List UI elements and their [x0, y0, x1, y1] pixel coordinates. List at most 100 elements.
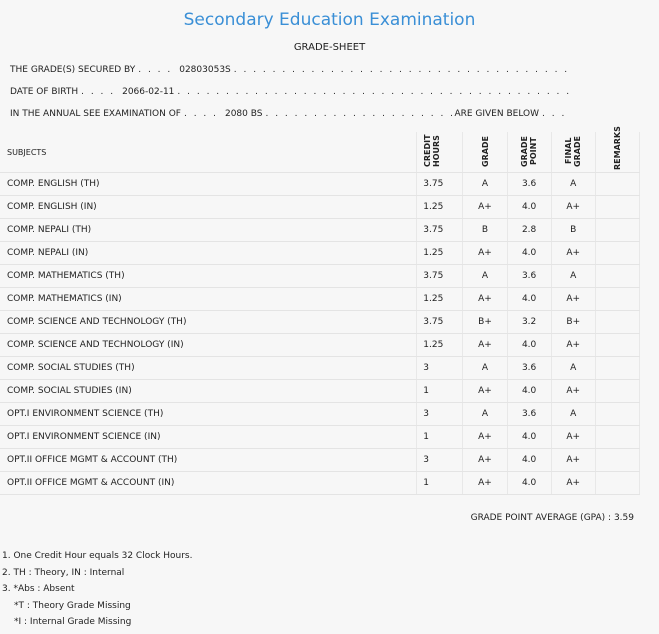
- table-row: OPT.II OFFICE MGMT & ACCOUNT (IN) 1 A+ 4.0 A…: [0, 471, 641, 495]
- info-label: IN THE ANNUAL SEE EXAMINATION OF: [10, 109, 181, 119]
- cell: 1.25: [416, 241, 464, 265]
- sub-note: *T : Theory Grade Missing: [14, 600, 131, 611]
- cell: 4.0: [507, 287, 552, 311]
- cell: 3.6: [507, 402, 552, 426]
- cell: 3.2: [507, 310, 552, 334]
- cell: A+: [551, 241, 596, 265]
- column-header: CREDIT HOURS: [416, 132, 464, 173]
- remarks-cell: [595, 172, 641, 196]
- column-header: REMARKS: [595, 126, 641, 173]
- remarks-cell: [595, 195, 641, 219]
- cell: 3.75: [416, 218, 464, 242]
- cell: A+: [551, 379, 596, 403]
- cell: 1.25: [416, 195, 464, 219]
- column-header-text: CREDIT HOURS: [423, 134, 442, 168]
- cell: 1: [416, 425, 464, 449]
- cell: 4.0: [507, 333, 552, 357]
- table-row: COMP. NEPALI (IN) 1.25 A+ 4.0 A+: [0, 241, 641, 265]
- grade-table: SUBJECTS CREDIT HOURS GRADE GRADE POINT FINA…: [0, 126, 641, 495]
- remarks-cell: [595, 310, 641, 334]
- table-row: OPT.I ENVIRONMENT SCIENCE (TH) 3 A 3.6 A: [0, 402, 641, 426]
- cell: B+: [462, 310, 508, 334]
- cell: A+: [462, 195, 508, 219]
- leader: [138, 65, 176, 75]
- cell: 1.25: [416, 333, 464, 357]
- column-header: FINAL GRADE: [551, 132, 596, 173]
- column-header: SUBJECTS: [0, 132, 418, 173]
- cell: 3.6: [507, 356, 552, 380]
- column-header: GRADE POINT: [507, 132, 552, 173]
- cell: COMP. SOCIAL STUDIES (TH): [0, 356, 418, 380]
- cell: COMP. SCIENCE AND TECHNOLOGY (TH): [0, 310, 418, 334]
- cell: OPT.II OFFICE MGMT & ACCOUNT (IN): [0, 471, 418, 495]
- remarks-cell: [595, 241, 641, 265]
- column-header: GRADE: [462, 132, 508, 173]
- cell: 3: [416, 356, 464, 380]
- cell: COMP. SCIENCE AND TECHNOLOGY (IN): [0, 333, 418, 357]
- info-label: DATE OF BIRTH: [10, 87, 79, 97]
- cell: B: [551, 218, 596, 242]
- sub-note: *I : Internal Grade Missing: [14, 617, 132, 627]
- cell: 3: [416, 402, 464, 426]
- table-row: COMP. NEPALI (TH) 3.75 B 2.8 B: [0, 218, 641, 242]
- cell: A: [551, 402, 596, 426]
- note: 3. *Abs : Absent: [2, 584, 75, 594]
- leader: [234, 65, 570, 75]
- header-row: SUBJECTS CREDIT HOURS GRADE GRADE POINT FINA…: [0, 126, 641, 173]
- table-row: COMP. ENGLISH (TH) 3.75 A 3.6 A: [0, 172, 641, 196]
- cell: A+: [462, 448, 508, 472]
- cell: A: [462, 402, 508, 426]
- table-row: COMP. MATHEMATICS (TH) 3.75 A 3.6 A: [0, 264, 641, 288]
- info-label: THE GRADE(S) SECURED BY: [10, 65, 136, 75]
- info-suffix: ARE GIVEN BELOW: [454, 109, 539, 119]
- cell: A: [462, 172, 508, 196]
- cell: OPT.II OFFICE MGMT & ACCOUNT (TH): [0, 448, 418, 472]
- cell: 3.75: [416, 310, 464, 334]
- leader: [184, 109, 222, 119]
- notes: 1. One Credit Hour equals 32 Clock Hours…: [2, 548, 192, 631]
- cell: A+: [462, 471, 508, 495]
- subtitle: GRADE-SHEET: [293, 42, 366, 53]
- table-row: COMP. ENGLISH (IN) 1.25 A+ 4.0 A+: [0, 195, 641, 219]
- cell: A: [551, 356, 596, 380]
- column-header-text: REMARKS: [612, 126, 622, 170]
- cell: A: [462, 264, 508, 288]
- cell: A+: [462, 287, 508, 311]
- remarks-cell: [595, 218, 641, 242]
- gpa-value: 3.59: [613, 513, 634, 523]
- cell: B+: [551, 310, 596, 334]
- leader: [265, 109, 454, 119]
- cell: 4.0: [507, 425, 552, 449]
- cell: 3: [416, 448, 464, 472]
- table-row: COMP. SOCIAL STUDIES (TH) 3 A 3.6 A: [0, 356, 641, 380]
- cell: COMP. MATHEMATICS (TH): [0, 264, 418, 288]
- info-value: 2066-02-11: [122, 87, 175, 97]
- cell: 3.6: [507, 264, 552, 288]
- cell: 4.0: [507, 241, 552, 265]
- note: 2. TH : Theory, IN : Internal: [2, 567, 125, 578]
- table-row: OPT.I ENVIRONMENT SCIENCE (IN) 1 A+ 4.0 A+: [0, 425, 641, 449]
- remarks-cell: [595, 264, 641, 288]
- cell: A+: [551, 333, 596, 357]
- table-row: COMP. SOCIAL STUDIES (IN) 1 A+ 4.0 A+: [0, 379, 641, 403]
- cell: COMP. SOCIAL STUDIES (IN): [0, 379, 418, 403]
- cell: 1.25: [416, 287, 464, 311]
- table-row: COMP. MATHEMATICS (IN) 1.25 A+ 4.0 A+: [0, 287, 641, 311]
- cell: A+: [462, 379, 508, 403]
- cell: 3.6: [507, 172, 552, 196]
- cell: 4.0: [507, 448, 552, 472]
- cell: A+: [551, 287, 596, 311]
- cell: 1: [416, 471, 464, 495]
- cell: 1: [416, 379, 464, 403]
- cell: A: [551, 172, 596, 196]
- cell: A+: [462, 425, 508, 449]
- title: Secondary Education Examination: [183, 10, 476, 30]
- gpa: GRADE POINT AVERAGE (GPA) : 3.59: [471, 513, 634, 523]
- cell: A+: [551, 195, 596, 219]
- leader: [542, 109, 570, 119]
- remarks-cell: [595, 425, 641, 449]
- cell: COMP. ENGLISH (IN): [0, 195, 418, 219]
- cell: COMP. NEPALI (IN): [0, 241, 418, 265]
- remarks-cell: [595, 333, 641, 357]
